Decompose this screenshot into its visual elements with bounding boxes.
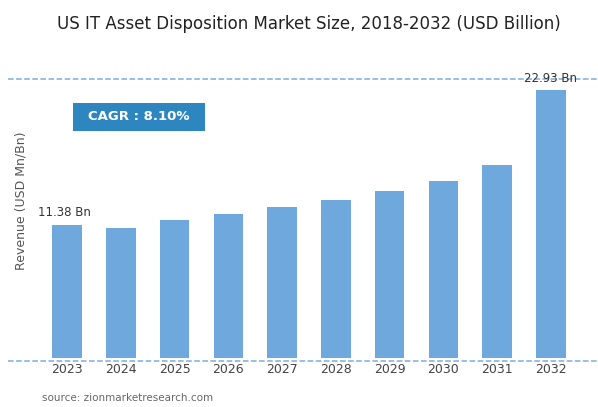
Bar xyxy=(536,90,566,358)
Y-axis label: Revenue (USD Mn/Bn): Revenue (USD Mn/Bn) xyxy=(15,131,28,269)
Bar xyxy=(321,200,350,358)
Bar xyxy=(213,214,243,358)
Bar xyxy=(53,225,82,358)
Bar xyxy=(106,228,136,358)
Bar xyxy=(160,220,190,358)
Text: 11.38 Bn: 11.38 Bn xyxy=(38,206,91,219)
Bar xyxy=(267,208,297,358)
Title: US IT Asset Disposition Market Size, 2018-2032 (USD Billion): US IT Asset Disposition Market Size, 201… xyxy=(57,15,561,33)
Text: source: zionmarketresearch.com: source: zionmarketresearch.com xyxy=(42,393,213,403)
FancyBboxPatch shape xyxy=(74,103,205,131)
Bar xyxy=(429,181,458,358)
Text: 22.93 Bn: 22.93 Bn xyxy=(524,72,577,85)
Text: CAGR : 8.10%: CAGR : 8.10% xyxy=(89,110,190,123)
Bar xyxy=(482,165,512,358)
Bar xyxy=(375,191,404,358)
